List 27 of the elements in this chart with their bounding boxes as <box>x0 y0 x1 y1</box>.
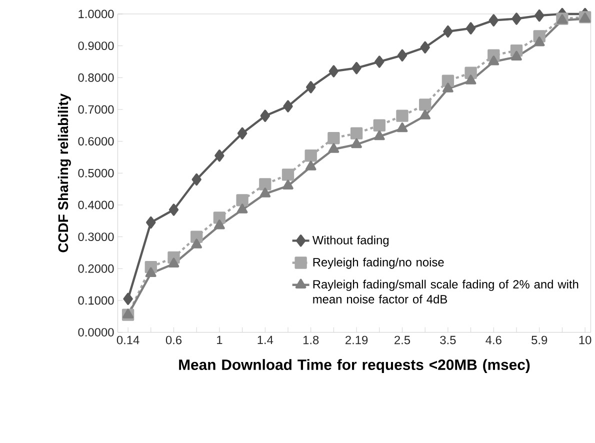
x-tick-label: 3.5 <box>440 336 456 344</box>
x-axis-title: Mean Download Time for requests <20MB (msec) <box>179 359 530 373</box>
y-tick-label: 1.0000 <box>78 10 114 18</box>
x-tick-label: 1.4 <box>258 336 274 344</box>
legend-label: Without fading <box>312 236 389 247</box>
y-axis-title: CCDF Sharing reliability <box>58 94 71 252</box>
y-tick-label: 0.2000 <box>78 264 114 273</box>
legend-label: Rayleigh fading/small scale fading of 2% and with mean noise factor of 4dB <box>313 280 578 304</box>
legend-label: Reyleigh fading/no noise <box>313 258 444 269</box>
y-tick-label: 0.9000 <box>78 42 114 50</box>
y-tick-label: 0.0000 <box>78 328 114 336</box>
y-tick-label: 0.5000 <box>78 168 114 178</box>
x-tick-label: 4.6 <box>486 336 502 344</box>
y-tick-label: 0.1000 <box>78 296 114 305</box>
y-tick-label: 0.8000 <box>78 73 114 82</box>
y-tick-label: 0.6000 <box>78 137 114 146</box>
x-tick-label: 0.6 <box>166 336 182 344</box>
x-tick-label: 2.19 <box>346 336 368 344</box>
x-tick-label: 1.8 <box>303 336 319 344</box>
x-tick-label: 0.14 <box>116 336 140 344</box>
x-tick-label: 5.9 <box>532 336 548 344</box>
y-tick-label: 0.7000 <box>78 105 114 114</box>
y-tick-label: 0.3000 <box>78 232 114 241</box>
x-tick-label: 2.5 <box>394 336 410 344</box>
x-tick-label: 1 <box>217 336 222 344</box>
x-tick-label: 10 <box>579 336 592 344</box>
y-tick-label: 0.4000 <box>78 200 114 210</box>
